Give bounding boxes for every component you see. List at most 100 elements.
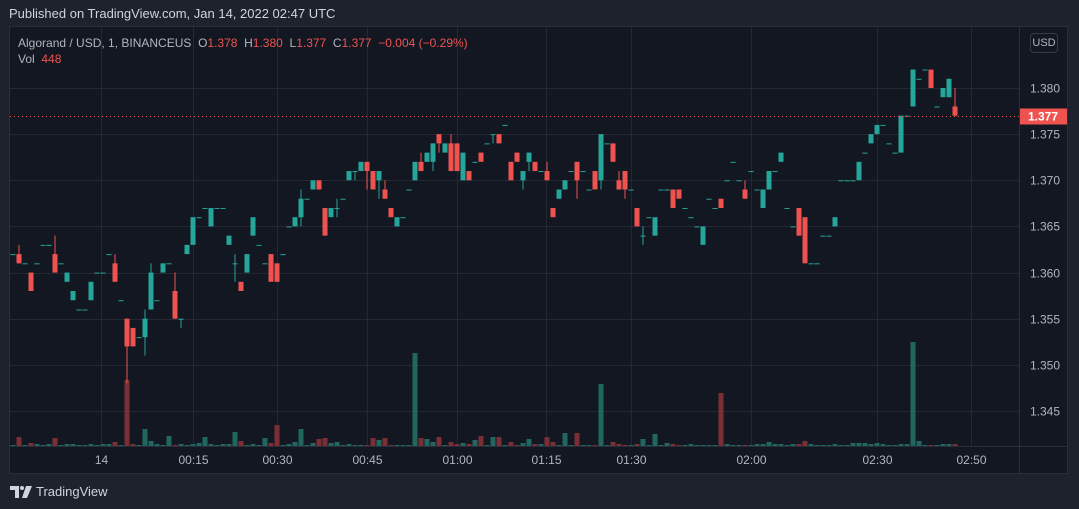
volume-bar xyxy=(340,445,346,446)
volume-bar xyxy=(682,445,688,446)
candle xyxy=(370,171,376,190)
candle xyxy=(268,254,274,282)
price-tick-label: 1.375 xyxy=(1030,128,1060,142)
volume-bar xyxy=(328,443,334,446)
candle-body xyxy=(490,134,496,136)
candle-body xyxy=(184,244,190,255)
candle xyxy=(922,69,928,71)
candle xyxy=(106,254,112,256)
candle-body xyxy=(610,143,616,162)
candle xyxy=(376,171,382,199)
volume-bar xyxy=(310,443,316,446)
candle-body xyxy=(586,189,592,191)
volume-bar xyxy=(550,442,556,446)
volume-bar xyxy=(526,439,532,446)
volume-bar xyxy=(250,444,256,446)
candle xyxy=(340,198,346,200)
candle xyxy=(544,161,550,181)
volume-bar xyxy=(436,437,442,446)
volume-bar xyxy=(454,444,460,446)
axes: 1.380 1.375 1.370 1.365 1.360 1.355 1.350 1.345… xyxy=(10,27,1068,474)
volume-bar xyxy=(154,444,160,446)
volume-bar xyxy=(244,445,250,446)
candle-body xyxy=(214,207,220,209)
candle-body xyxy=(724,180,730,182)
candle-body xyxy=(778,152,784,162)
candle-body xyxy=(598,134,604,181)
volume-bar xyxy=(226,444,232,446)
candle xyxy=(352,171,358,181)
volume-bar xyxy=(490,437,496,446)
candle-body xyxy=(520,171,526,181)
candle-body xyxy=(412,161,418,181)
symbol-title[interactable]: Algorand / USD, 1, BINANCEUS xyxy=(18,36,192,50)
candle xyxy=(34,263,40,265)
candle-body xyxy=(220,207,226,209)
price-tick-label: 1.345 xyxy=(1030,405,1060,419)
candle xyxy=(928,69,934,88)
high-label: H xyxy=(244,36,253,50)
candle-body xyxy=(538,171,544,173)
candle-body xyxy=(502,124,508,126)
candle-body xyxy=(172,291,178,319)
volume-bar xyxy=(892,445,898,446)
volume-bar xyxy=(178,444,184,446)
volume-bar xyxy=(262,438,268,446)
volume-bar xyxy=(364,445,370,446)
volume-bar xyxy=(520,443,526,446)
candle-body xyxy=(592,171,598,190)
volume-bar xyxy=(652,434,658,446)
candle xyxy=(670,189,676,208)
volume-bar xyxy=(136,445,142,446)
candle xyxy=(640,226,646,245)
candle-body xyxy=(694,226,700,228)
volume-bar xyxy=(142,429,148,446)
candle xyxy=(790,226,796,228)
volume-bar xyxy=(52,438,58,446)
candle xyxy=(226,235,232,245)
candle-body xyxy=(106,254,112,256)
volume-bar xyxy=(640,439,646,446)
tradingview-logo-icon xyxy=(10,485,32,498)
candle-body xyxy=(730,161,736,163)
candle-body xyxy=(406,189,412,191)
candle xyxy=(628,189,634,191)
candle-body xyxy=(208,207,214,227)
candle xyxy=(214,207,220,209)
candle xyxy=(526,152,532,172)
candle xyxy=(238,281,244,292)
candle xyxy=(784,207,790,209)
candle xyxy=(604,143,610,145)
candle-body xyxy=(736,180,742,182)
volume-bar xyxy=(628,445,634,446)
candle-body xyxy=(418,161,424,172)
candle xyxy=(406,189,412,191)
candle xyxy=(100,272,106,274)
candle xyxy=(898,115,904,153)
volume-bar xyxy=(64,444,70,446)
volume-bar xyxy=(616,444,622,446)
candle xyxy=(724,180,730,182)
tradingview-logo[interactable]: TradingView xyxy=(10,484,108,499)
candle xyxy=(160,263,166,273)
high-value: 1.380 xyxy=(252,36,283,50)
volume-bar xyxy=(730,445,736,446)
volume-bar xyxy=(82,445,88,446)
candle-body xyxy=(10,254,16,256)
volume-bar xyxy=(952,444,958,446)
candle-body xyxy=(814,263,820,265)
candle xyxy=(118,300,124,302)
time-tick-label: 00:30 xyxy=(262,453,292,467)
volume-bar xyxy=(850,443,856,446)
candle-body xyxy=(922,69,928,71)
time-tick-label: 00:45 xyxy=(352,453,382,467)
candle xyxy=(940,88,946,98)
volume-bar xyxy=(820,445,826,446)
currency-button[interactable]: USD xyxy=(1030,33,1058,53)
candle xyxy=(382,180,388,199)
candle-body xyxy=(382,189,388,199)
legend-ohlc-row: Algorand / USD, 1, BINANCEUS O1.378 H1.3… xyxy=(18,35,468,51)
candle-body xyxy=(508,161,514,181)
candle xyxy=(436,134,442,153)
